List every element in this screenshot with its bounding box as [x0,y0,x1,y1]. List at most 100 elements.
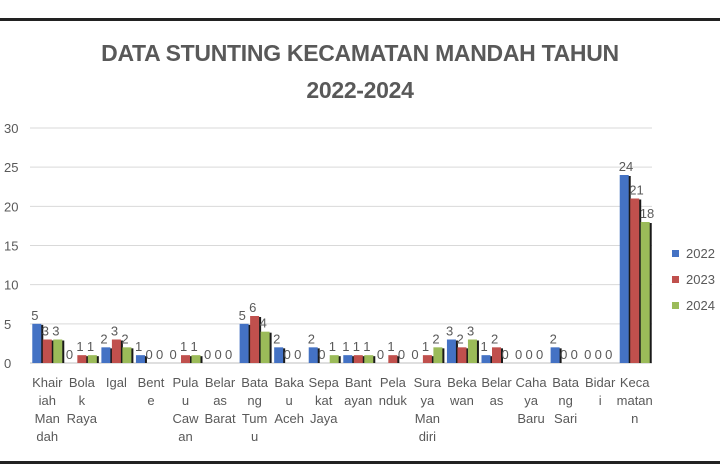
bar-2022-6 [239,323,249,363]
x-tick-label-16-1: i [599,393,602,408]
legend-label-2022: 2022 [686,246,715,261]
data-label-2024-14: 0 [536,347,543,362]
data-label-2024-11: 2 [432,331,439,346]
x-tick-label-5-1: as [213,393,227,408]
x-tick-label-1-2: Raya [67,411,98,426]
x-tick-label-15-2: Sari [554,411,577,426]
bar-2024-12 [467,339,477,363]
x-tick-label-4-3: an [178,429,192,444]
bar-2022-2 [101,347,111,363]
legend-label-2023: 2023 [686,272,715,287]
x-tick-label-0-3: dah [36,429,58,444]
data-label-2022-17: 24 [619,159,633,174]
data-label-2023-10: 1 [387,339,394,354]
x-tick-label-5-0: Belar [205,375,236,390]
data-label-2023-13: 2 [491,331,498,346]
data-label-2023-1: 1 [76,339,83,354]
bar-2024-8 [329,355,339,363]
x-tick-label-4-2: Caw [172,411,199,426]
x-tick-label-3-1: e [147,393,154,408]
data-label-2023-14: 0 [526,347,533,362]
data-label-2022-3: 1 [135,339,142,354]
data-label-2023-11: 1 [422,339,429,354]
data-label-2023-2: 3 [111,324,118,339]
data-label-2022-7: 2 [273,331,280,346]
bar-2022-13 [481,355,491,363]
x-tick-label-0-2: Man [35,411,60,426]
x-tick-label-9-0: Bant [345,375,372,390]
bar-2024-6 [260,331,270,363]
data-label-2024-16: 0 [605,347,612,362]
data-label-2024-15: 0 [571,347,578,362]
x-tick-label-15-0: Bata [552,375,580,390]
bar-2022-7 [274,347,284,363]
data-label-2024-4: 1 [191,339,198,354]
bar-2023-10 [388,355,398,363]
data-label-2023-17: 21 [629,183,643,198]
x-tick-label-0-0: Khair [32,375,63,390]
bar-2023-4 [181,355,190,363]
data-label-2024-6: 4 [260,316,267,331]
data-label-2023-3: 0 [145,347,152,362]
data-label-2024-12: 3 [467,324,474,339]
data-label-2023-7: 0 [284,347,291,362]
data-label-2024-10: 0 [398,347,405,362]
data-label-2024-2: 2 [121,331,128,346]
x-tick-label-7-2: Aceh [274,411,304,426]
data-label-2023-4: 1 [180,339,187,354]
x-tick-label-11-1: ya [421,393,436,408]
data-label-2024-9: 1 [363,339,370,354]
x-tick-label-11-3: diri [419,429,436,444]
x-tick-label-6-3: u [251,429,258,444]
x-tick-label-0-1: iah [39,393,56,408]
x-tick-label-5-2: Barat [205,411,236,426]
bar-2022-0 [32,323,42,363]
legend-swatch-2022 [672,250,679,257]
x-tick-label-6-1: ng [247,393,261,408]
bar-2023-12 [457,347,467,363]
data-label-2023-6: 6 [249,300,256,315]
data-label-2022-1: 0 [66,347,73,362]
bar-2023-6 [250,316,260,363]
x-tick-label-13-1: as [490,393,504,408]
bar-2024-0 [53,339,63,363]
data-label-2022-4: 0 [170,347,177,362]
bar-2022-8 [308,347,318,363]
y-tick-label-30: 30 [4,121,18,136]
y-tick-label-0: 0 [4,356,11,371]
data-label-2022-9: 1 [342,339,349,354]
bar-2023-9 [353,355,363,363]
x-tick-label-6-0: Bata [241,375,269,390]
bottom-border [0,461,720,464]
x-tick-label-14-0: Caha [516,375,548,390]
x-tick-label-7-0: Baka [274,375,304,390]
bar-2022-12 [446,339,456,363]
x-tick-label-14-2: Baru [517,411,544,426]
bar-2024-2 [122,347,132,363]
bar-2023-17 [630,198,640,363]
top-border [0,18,720,21]
bar-2024-4 [191,355,201,363]
data-label-2022-2: 2 [100,331,107,346]
x-tick-label-6-2: Tum [242,411,268,426]
x-tick-label-12-1: wan [449,393,474,408]
data-label-2022-8: 2 [308,331,315,346]
bar-2024-17 [640,222,650,363]
x-tick-label-10-0: Pela [380,375,407,390]
chart-title-line-2: 2022-2024 [306,77,414,103]
data-label-2022-16: 0 [584,347,591,362]
bar-2022-9 [343,355,353,363]
bar-2022-15 [550,347,560,363]
data-label-2023-9: 1 [353,339,360,354]
bar-2024-1 [87,355,97,363]
bar-2024-11 [433,347,443,363]
data-label-2024-17: 18 [640,206,654,221]
data-label-2022-12: 3 [446,324,453,339]
y-tick-label-20: 20 [4,199,18,214]
y-tick-label-15: 15 [4,239,18,254]
data-label-2022-13: 1 [481,339,488,354]
data-label-2024-7: 0 [294,347,301,362]
data-label-2023-16: 0 [595,347,602,362]
bar-2022-17 [619,175,629,363]
